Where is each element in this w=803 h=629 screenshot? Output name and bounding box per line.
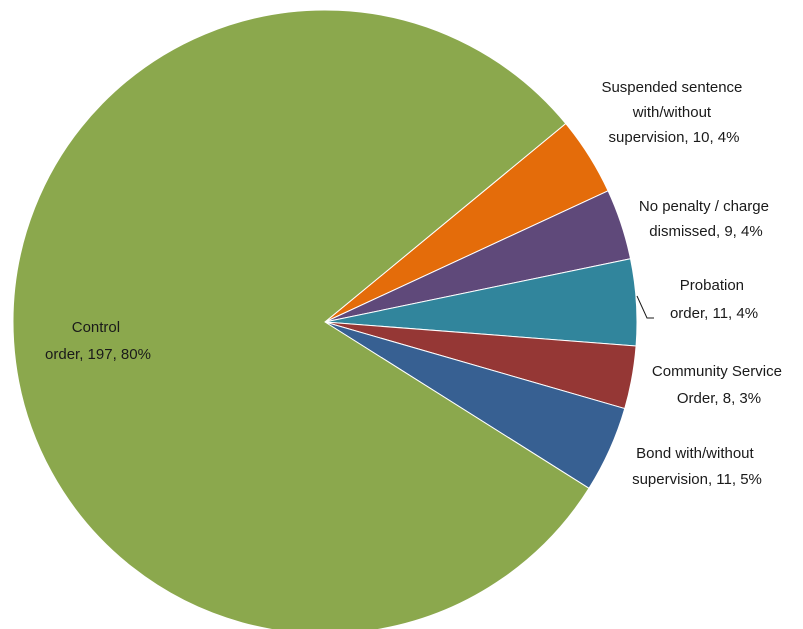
pie-slice-control-order bbox=[12, 9, 590, 629]
label-bond: Bond with/without supervision, 11, 5% bbox=[632, 445, 762, 488]
label-community-service: Community Service Order, 8, 3% bbox=[652, 363, 786, 407]
leader-lines bbox=[636, 295, 654, 319]
data-labels: Control order, 197, 80% Suspended senten… bbox=[45, 79, 786, 488]
pie-slices bbox=[12, 9, 638, 629]
leader-line-probation bbox=[636, 295, 654, 319]
label-control-order: Control order, 197, 80% bbox=[45, 319, 151, 363]
label-probation: Probation order, 11, 4% bbox=[670, 277, 758, 322]
label-suspended-sentence: Suspended sentence with/without supervis… bbox=[601, 79, 746, 146]
label-no-penalty: No penalty / charge dismissed, 9, 4% bbox=[639, 198, 773, 240]
